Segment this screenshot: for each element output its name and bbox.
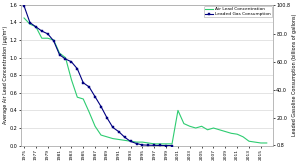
Air Lead Concentration <box>70 79 73 81</box>
Air Lead Concentration <box>152 143 156 145</box>
Air Lead Concentration <box>182 123 186 125</box>
Air Lead Concentration <box>117 139 121 141</box>
Leaded Gas Consumption <box>105 117 109 119</box>
Air Lead Concentration <box>87 111 91 113</box>
Leaded Gas Consumption <box>129 141 132 142</box>
Y-axis label: Leaded Gasoline Consumption (billions of gallons): Leaded Gasoline Consumption (billions of… <box>292 14 297 136</box>
Air Lead Concentration <box>93 125 97 127</box>
Leaded Gas Consumption <box>152 144 156 146</box>
Leaded Gas Consumption <box>70 61 73 63</box>
Air Lead Concentration <box>147 142 150 144</box>
Leaded Gas Consumption <box>34 26 38 28</box>
Leaded Gas Consumption <box>111 126 115 128</box>
Air Lead Concentration <box>235 133 239 135</box>
Air Lead Concentration <box>259 142 262 144</box>
Leaded Gas Consumption <box>123 136 127 138</box>
Air Lead Concentration <box>135 141 138 143</box>
Air Lead Concentration <box>230 132 233 134</box>
Leaded Gas Consumption <box>164 145 168 147</box>
Air Lead Concentration <box>265 142 268 144</box>
Air Lead Concentration <box>46 37 50 39</box>
Air Lead Concentration <box>224 131 227 133</box>
Air Lead Concentration <box>76 96 79 98</box>
Leaded Gas Consumption <box>52 40 56 42</box>
Leaded Gas Consumption <box>46 33 50 35</box>
Air Lead Concentration <box>40 37 44 39</box>
Air Lead Concentration <box>129 140 132 142</box>
Leaded Gas Consumption <box>81 82 85 84</box>
Air Lead Concentration <box>206 129 209 131</box>
Air Lead Concentration <box>212 127 215 129</box>
Legend: Air Lead Concentration, Leaded Gas Consumption: Air Lead Concentration, Leaded Gas Consu… <box>204 6 272 17</box>
Leaded Gas Consumption <box>87 86 91 88</box>
Y-axis label: Average Air Lead Concentration (μg/m³): Average Air Lead Concentration (μg/m³) <box>3 26 8 124</box>
Air Lead Concentration <box>111 138 115 140</box>
Leaded Gas Consumption <box>28 22 32 24</box>
Air Lead Concentration <box>176 109 180 111</box>
Air Lead Concentration <box>164 143 168 145</box>
Leaded Gas Consumption <box>170 145 174 147</box>
Air Lead Concentration <box>52 39 56 41</box>
Air Lead Concentration <box>58 52 61 54</box>
Leaded Gas Consumption <box>158 145 162 147</box>
Leaded Gas Consumption <box>135 143 138 145</box>
Air Lead Concentration <box>247 140 251 142</box>
Leaded Gas Consumption <box>40 30 44 32</box>
Leaded Gas Consumption <box>93 96 97 98</box>
Air Lead Concentration <box>188 125 192 127</box>
Leaded Gas Consumption <box>141 144 144 146</box>
Leaded Gas Consumption <box>76 68 79 70</box>
Air Lead Concentration <box>123 139 127 141</box>
Air Lead Concentration <box>194 127 197 129</box>
Air Lead Concentration <box>64 57 67 59</box>
Line: Air Lead Concentration: Air Lead Concentration <box>24 18 267 144</box>
Leaded Gas Consumption <box>64 58 67 60</box>
Leaded Gas Consumption <box>58 54 61 56</box>
Air Lead Concentration <box>22 17 26 19</box>
Air Lead Concentration <box>99 134 103 136</box>
Air Lead Concentration <box>105 136 109 138</box>
Air Lead Concentration <box>34 26 38 28</box>
Leaded Gas Consumption <box>22 5 26 7</box>
Air Lead Concentration <box>141 141 144 143</box>
Air Lead Concentration <box>28 23 32 25</box>
Air Lead Concentration <box>218 129 221 131</box>
Air Lead Concentration <box>200 125 203 127</box>
Leaded Gas Consumption <box>117 131 121 133</box>
Air Lead Concentration <box>170 143 174 145</box>
Air Lead Concentration <box>158 143 162 145</box>
Air Lead Concentration <box>241 136 245 138</box>
Air Lead Concentration <box>253 141 257 143</box>
Leaded Gas Consumption <box>99 105 103 107</box>
Line: Leaded Gas Consumption: Leaded Gas Consumption <box>23 5 173 147</box>
Leaded Gas Consumption <box>147 144 150 146</box>
Air Lead Concentration <box>81 98 85 100</box>
